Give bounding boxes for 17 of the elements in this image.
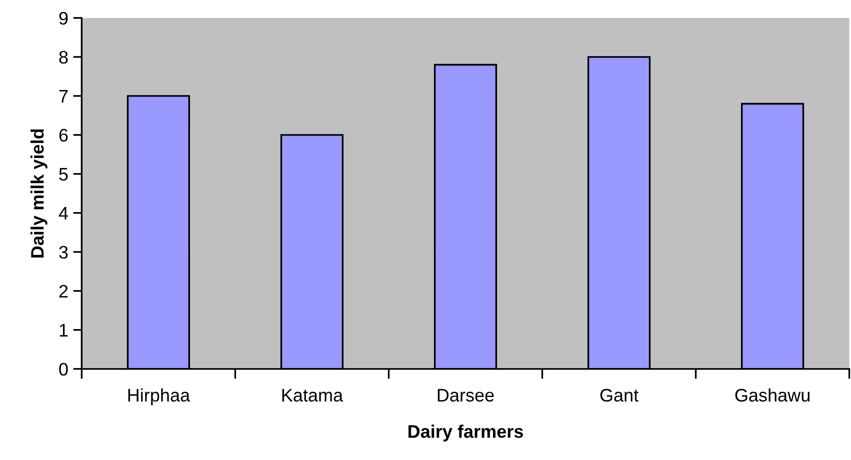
y-tick-label: 2 <box>59 284 68 298</box>
x-tick-label: Gant <box>600 388 638 402</box>
x-axis-title: Dairy farmers <box>408 424 523 442</box>
x-tick-label: Darsee <box>438 389 494 402</box>
y-axis-title: Daily milk yield <box>30 129 48 258</box>
y-tick-label: 4 <box>58 207 68 220</box>
y-tick-label: 8 <box>59 50 68 64</box>
y-tick-label: 7 <box>59 90 68 102</box>
y-tick-label: 1 <box>60 324 68 336</box>
x-tick-label: Gashawu <box>735 388 810 402</box>
y-tick-label: 9 <box>59 12 68 25</box>
y-tick-label: 3 <box>59 246 68 259</box>
y-tick-label: 0 <box>59 362 68 376</box>
y-tick-label: 6 <box>59 128 68 142</box>
x-tick-label: Katama <box>282 389 344 402</box>
x-tick-label: Hirphaa <box>128 388 190 406</box>
y-tick-label: 5 <box>59 168 68 181</box>
